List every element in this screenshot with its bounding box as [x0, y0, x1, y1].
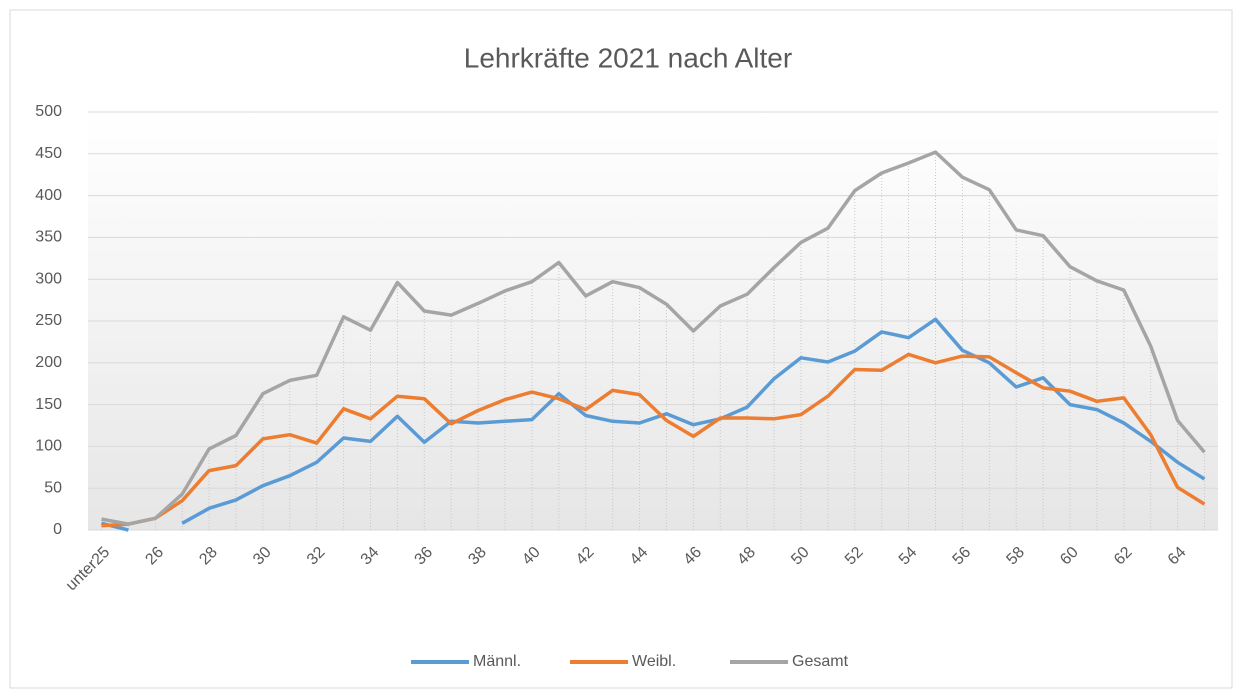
- y-tick-label: 400: [35, 187, 62, 204]
- y-tick-label: 350: [35, 229, 62, 246]
- y-tick-label: 200: [35, 354, 62, 371]
- y-tick-label: 300: [35, 270, 62, 287]
- legend-label: Weibl.: [632, 653, 676, 670]
- y-tick-label: 0: [53, 521, 62, 538]
- y-tick-label: 50: [44, 479, 62, 496]
- y-tick-label: 250: [35, 312, 62, 329]
- y-tick-label: 100: [35, 438, 62, 455]
- y-tick-label: 150: [35, 396, 62, 413]
- series-line: [101, 150, 1206, 526]
- y-tick-label: 500: [35, 103, 62, 120]
- series-line: [101, 352, 1206, 528]
- y-tick-label: 450: [35, 145, 62, 162]
- legend-label: Gesamt: [792, 653, 849, 670]
- legend-label: Männl.: [473, 653, 521, 670]
- chart-title: Lehrkräfte 2021 nach Alter: [464, 42, 792, 73]
